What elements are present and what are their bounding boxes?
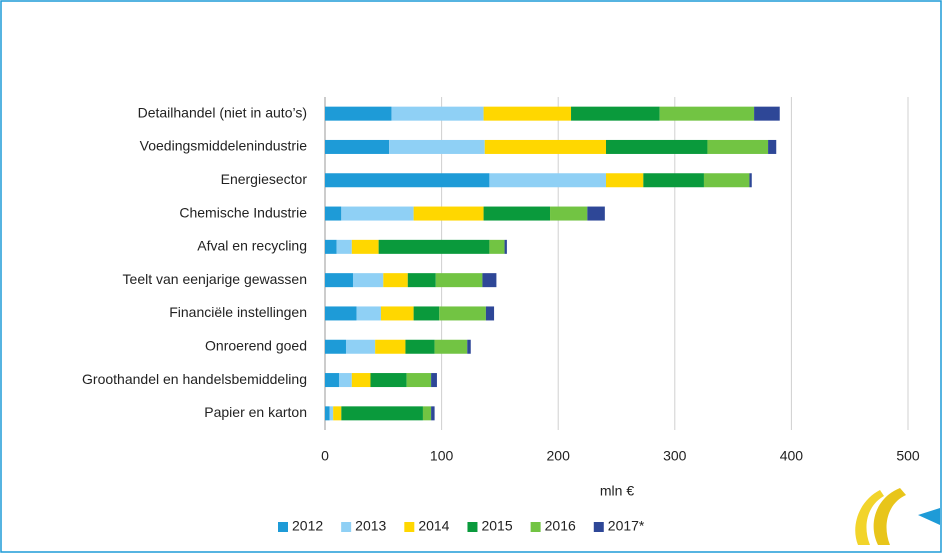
bar-segment [345,339,376,354]
bar-segment [325,406,330,421]
bar-segment [325,273,353,288]
legend-swatch [278,522,288,532]
bar-segment [380,306,414,321]
bar-segment [606,173,644,188]
bar-segment [389,139,485,154]
bar-segment [341,206,414,221]
legend-label: 2017* [608,518,645,534]
legend-swatch [467,522,478,532]
bar-segment [587,206,605,221]
bar-segment [325,206,342,221]
bar-segment [405,339,435,354]
bar-segment [407,273,436,288]
bar-segment [375,339,406,354]
bar-segment [550,206,588,221]
legend-label: 2016 [545,518,576,534]
y-tick-label: Financiële instellingen [169,304,307,320]
bar-segment [659,106,755,121]
legend-swatch [530,522,541,532]
logo [855,488,940,545]
y-tick-label: Energiesector [221,171,308,187]
bar-segment [333,406,342,421]
x-tick-label: 100 [430,448,454,464]
bar-segment [754,106,780,121]
bar-segment [406,373,432,388]
x-tick-label: 300 [663,448,687,464]
bar-segment [467,339,471,354]
bar-segment [431,406,435,421]
legend-label: 2012 [292,518,323,534]
bar-segment [325,139,390,154]
y-tick-label: Chemische Industrie [179,204,307,220]
bar-segment [489,173,607,188]
bar-segment [643,173,704,188]
bar-segment [489,239,505,254]
bar-segment [435,273,483,288]
x-tick-label: 0 [321,448,329,464]
bar-segment [325,173,490,188]
bar-segment [504,239,507,254]
bar-segment [413,206,484,221]
bar-segment [483,206,551,221]
bar-segment [431,373,437,388]
bar-segment [707,139,769,154]
bar-segment [483,106,572,121]
y-tick-label: Teelt van eenjarige gewassen [123,271,307,287]
bar-segment [422,406,432,421]
bar-segment [338,373,352,388]
bar-segment [336,239,352,254]
y-tick-label: Groothandel en handelsbemiddeling [82,371,307,387]
legend-label: 2014 [418,518,449,534]
bar-segment [351,239,379,254]
bar-segment [485,306,495,321]
bar-segment [325,373,339,388]
bar-segment [351,373,371,388]
bar-segment [352,273,384,288]
legend-label: 2013 [355,518,386,534]
bar-segment [571,106,660,121]
bar-segment [325,239,337,254]
x-tick-label: 400 [780,448,804,464]
bar-segment [325,339,346,354]
y-tick-label: Afval en recycling [197,238,307,254]
legend-swatch [341,522,352,532]
bar-segment [383,273,408,288]
bar-segment [370,373,407,388]
bar-segment [703,173,750,188]
bar-segment [749,173,752,188]
x-axis-label: mln € [600,483,634,499]
bar-segment [482,273,497,288]
bar-segment [329,406,334,421]
bar-segment [325,106,392,121]
y-tick-label: Detailhandel (niet in auto’s) [138,104,307,120]
y-tick-label: Onroerend goed [205,337,307,353]
bar-segment [606,139,708,154]
bar-segment [413,306,440,321]
bar-segment [378,239,490,254]
legend-label: 2015 [481,518,512,534]
y-tick-label: Papier en karton [204,404,307,420]
bar-segment [484,139,607,154]
x-tick-label: 200 [547,448,571,464]
x-tick-label: 500 [896,448,920,464]
bar-segment [768,139,777,154]
bar-segment [439,306,486,321]
y-tick-label: Voedingsmiddelenindustrie [140,138,308,154]
bar-segment [325,306,357,321]
bar-segment [341,406,423,421]
bar-segment [356,306,381,321]
bar-segment [434,339,468,354]
bar-segment [391,106,484,121]
legend-swatch [593,522,604,532]
legend-swatch [404,522,415,532]
